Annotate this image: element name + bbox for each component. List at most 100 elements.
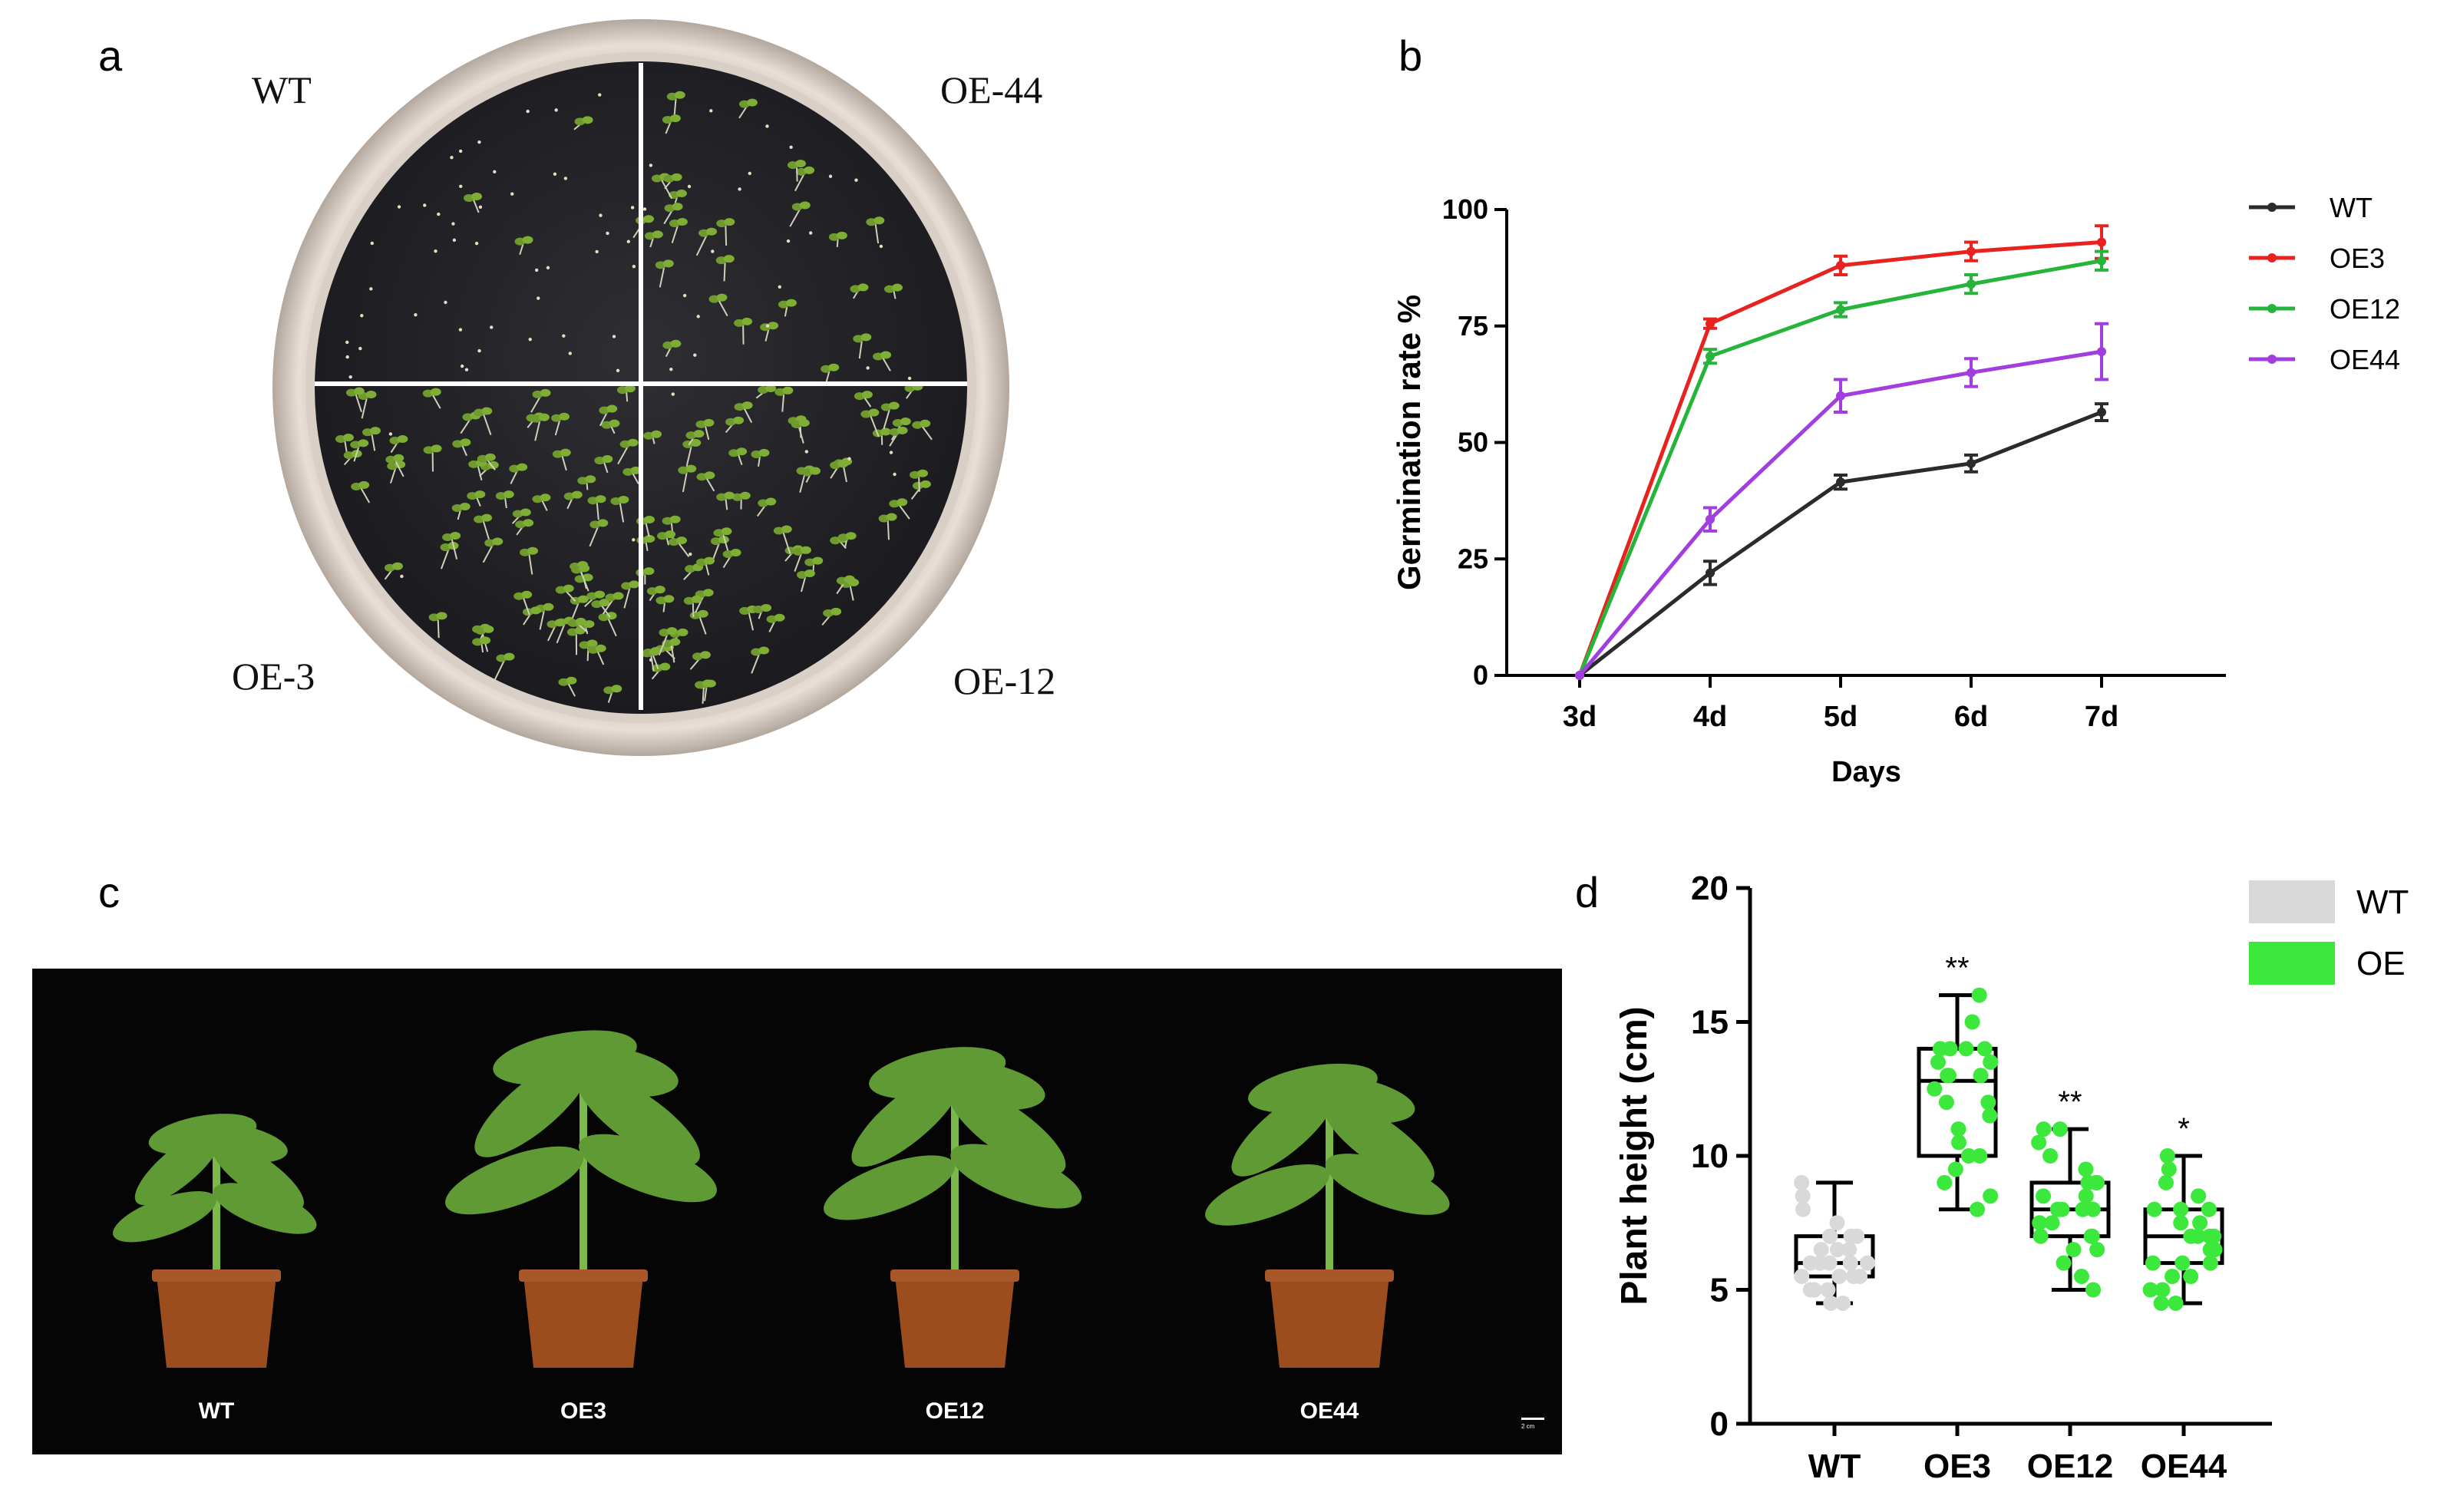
- seedling-root: [659, 265, 665, 288]
- series-line-wt: [1578, 410, 2102, 677]
- y-tick-label: 0: [1710, 1405, 1729, 1443]
- seedling-leaf: [560, 448, 571, 457]
- seedling-leaf: [521, 590, 533, 599]
- seedling-leaf: [868, 408, 880, 417]
- seedling-leaf: [583, 620, 595, 629]
- seedling-leaf: [704, 556, 715, 565]
- seed: [599, 213, 603, 217]
- seedling-root: [781, 530, 791, 554]
- seed: [370, 241, 374, 246]
- seedling-root: [858, 338, 864, 359]
- seedling-leaf: [543, 602, 554, 611]
- dish-label-oe44: OE-44: [940, 68, 1043, 111]
- y-tick-label: 15: [1691, 1004, 1729, 1042]
- seedling-leaf: [517, 463, 528, 471]
- data-point: [1938, 1094, 1954, 1111]
- seedling-leaf: [897, 498, 908, 507]
- seedling-leaf: [358, 480, 370, 489]
- data-point: [2159, 1148, 2175, 1164]
- data-point: [2201, 1201, 2217, 1217]
- data-point: [2036, 1188, 2052, 1204]
- seedling-leaf: [844, 575, 855, 583]
- data-point: [1964, 1014, 1980, 1030]
- plant-leaf: [824, 1155, 955, 1220]
- data-point: [1835, 1295, 1851, 1311]
- seedling-root: [673, 96, 677, 115]
- legend-marker: [2267, 203, 2277, 212]
- seedling-leaf: [582, 116, 593, 124]
- seedling-leaf: [481, 407, 493, 415]
- plant-label-oe3: OE3: [560, 1398, 607, 1424]
- data-point: [1930, 1054, 1946, 1070]
- seedling-leaf: [652, 230, 663, 239]
- seedling-root: [482, 519, 490, 540]
- x-tick-label: OE3: [1924, 1448, 1991, 1485]
- seedling-leaf: [586, 639, 598, 648]
- seedling-leaf: [739, 491, 751, 500]
- scale-bar: [1521, 1418, 1544, 1420]
- data-point: [1795, 1188, 1811, 1204]
- legend-marker: [2267, 253, 2277, 262]
- panel-letter-b: b: [1398, 31, 1423, 80]
- data-point: [2145, 1255, 2161, 1271]
- x-tick-label: 3d: [1563, 701, 1597, 733]
- seedling-leaf: [643, 515, 655, 523]
- seed: [546, 266, 550, 270]
- seedling-root: [631, 471, 639, 484]
- seed: [434, 249, 438, 253]
- seed: [711, 249, 715, 253]
- seedling-leaf: [597, 519, 609, 527]
- seedling-leaf: [613, 592, 624, 600]
- x-axis-label: Days: [1831, 756, 1901, 788]
- seed: [493, 170, 497, 174]
- seedling-root: [887, 518, 890, 540]
- seedling-leaf: [691, 595, 702, 603]
- seed: [460, 364, 464, 368]
- data-point: [2155, 1282, 2171, 1298]
- seedling-leaf: [785, 299, 797, 307]
- seedling-leaf: [577, 595, 589, 603]
- seed: [669, 368, 673, 371]
- seed: [437, 212, 441, 216]
- seedling-leaf: [559, 412, 570, 421]
- seed: [847, 457, 851, 461]
- seed: [854, 178, 858, 182]
- seedling-leaf: [629, 580, 640, 589]
- seedling-root: [670, 643, 675, 663]
- seedling-root: [619, 500, 625, 523]
- seedling-leaf: [706, 227, 718, 236]
- seedling-root: [370, 432, 376, 451]
- data-point: [2032, 1228, 2049, 1244]
- seedling-root: [742, 406, 753, 424]
- seedling-root: [361, 395, 368, 419]
- data-point: [2173, 1215, 2189, 1231]
- seedling-leaf: [602, 455, 613, 464]
- data-point: [1836, 260, 1845, 270]
- seedling-leaf: [671, 173, 682, 181]
- seedling-leaf: [677, 628, 689, 636]
- data-point: [2031, 1134, 2047, 1151]
- data-point: [2042, 1148, 2059, 1164]
- seedling-leaf: [774, 613, 785, 622]
- seedling-root: [645, 520, 650, 537]
- seedling-root: [394, 459, 405, 477]
- y-tick-label: 100: [1442, 193, 1488, 225]
- seed: [478, 205, 483, 210]
- seed: [553, 172, 557, 177]
- seedling-leaf: [675, 536, 687, 545]
- panel-letter-c: c: [98, 868, 120, 916]
- data-point: [2191, 1188, 2207, 1204]
- seedling-root: [540, 498, 548, 511]
- seed: [414, 312, 418, 317]
- y-axis-label: Germination rate %: [1391, 295, 1427, 590]
- seedling-leaf: [582, 573, 593, 582]
- seedling-leaf: [765, 384, 777, 392]
- seed: [348, 375, 352, 379]
- seedling-leaf: [662, 259, 674, 268]
- seedling-leaf: [594, 590, 606, 599]
- data-point: [1966, 458, 1976, 468]
- data-point: [2097, 408, 2106, 418]
- seedling-root: [461, 443, 467, 457]
- y-axis-label: Plant height (cm): [1614, 1006, 1655, 1305]
- seedling-leaf: [663, 595, 675, 603]
